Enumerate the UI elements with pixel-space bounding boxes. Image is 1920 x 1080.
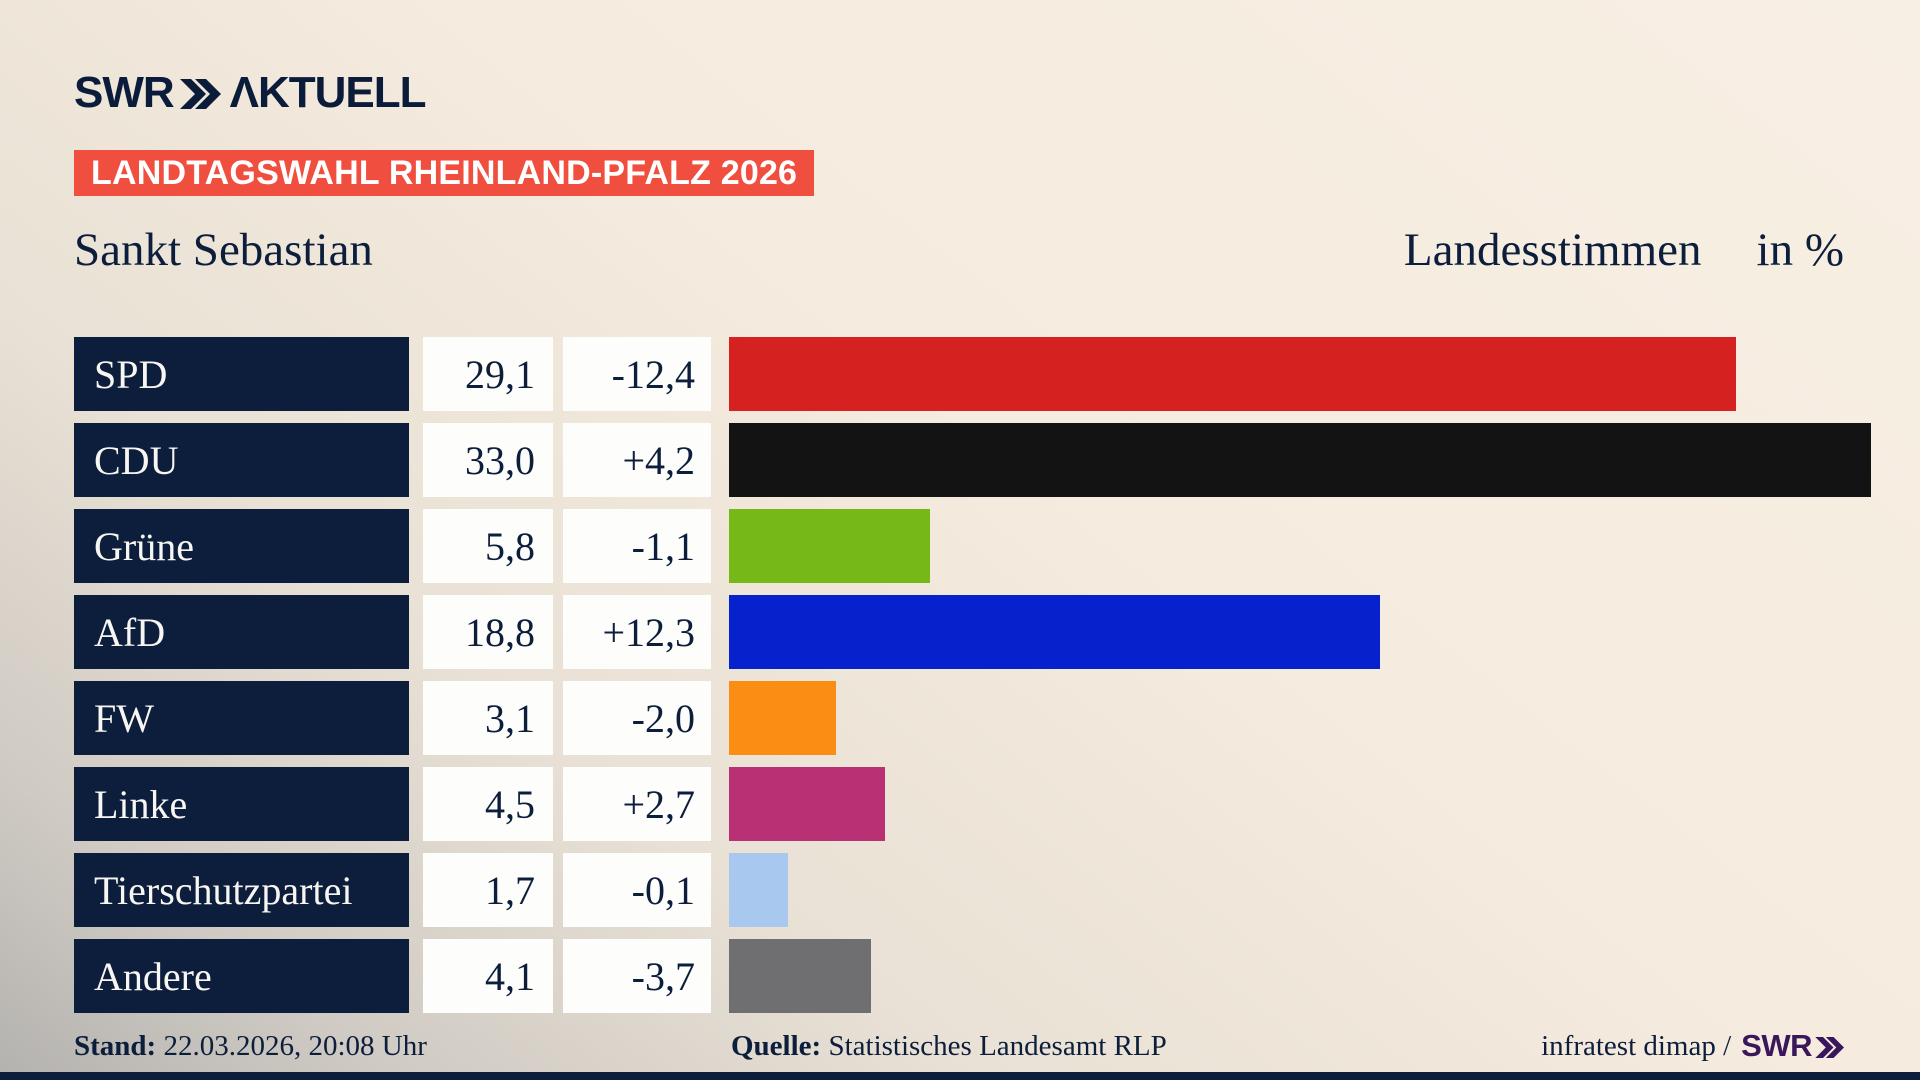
result-bar (729, 767, 885, 841)
change-cell: -3,7 (563, 939, 711, 1013)
result-bar (729, 595, 1380, 669)
value-cell: 3,1 (423, 681, 553, 755)
change-cell: -0,1 (563, 853, 711, 927)
party-label: SPD (74, 337, 409, 411)
source-info: Quelle: Statistisches Landesamt RLP (731, 1026, 1167, 1066)
unit-label: in % (1756, 224, 1844, 276)
result-bar (729, 681, 837, 755)
party-label: Tierschutzpartei (74, 853, 409, 927)
swr-logo-text: SWR (74, 68, 175, 117)
party-label: Linke (74, 767, 409, 841)
party-label: CDU (74, 423, 409, 497)
result-bar (729, 423, 1871, 497)
chart-row: Linke 4,5 +2,7 (74, 767, 1871, 841)
bar-area (729, 423, 1871, 497)
source-value: Statistisches Landesamt RLP (828, 1030, 1167, 1062)
result-bar (729, 853, 788, 927)
chart-row: AfD 18,8 +12,3 (74, 595, 1871, 669)
credit-info: infratest dimap / SWR (1541, 1026, 1845, 1066)
stand-value: 22.03.2026, 20:08 Uhr (163, 1030, 427, 1062)
change-cell: -12,4 (563, 337, 711, 411)
value-cell: 5,8 (423, 509, 553, 583)
value-cell: 18,8 (423, 595, 553, 669)
bar-area (729, 767, 1871, 841)
election-badge: LANDTAGSWAHL RHEINLAND-PFALZ 2026 (74, 150, 815, 196)
credit-text: infratest dimap / (1541, 1030, 1732, 1062)
double-chevron-icon (179, 79, 221, 109)
party-label: FW (74, 681, 409, 755)
result-bar (729, 509, 930, 583)
change-cell: +2,7 (563, 767, 711, 841)
bar-area (729, 509, 1871, 583)
bar-area (729, 337, 1871, 411)
bar-area (729, 853, 1871, 927)
value-cell: 1,7 (423, 853, 553, 927)
source-label: Quelle: (731, 1030, 822, 1062)
measure-title: Landesstimmen in % (1404, 224, 1844, 276)
stand-info: Stand: 22.03.2026, 20:08 Uhr (74, 1026, 427, 1066)
value-cell: 29,1 (423, 337, 553, 411)
footer: Stand: 22.03.2026, 20:08 Uhr Quelle: Sta… (0, 1026, 1920, 1066)
bottom-accent-bar (0, 1072, 1920, 1080)
swr-footer-logo-text: SWR (1741, 1028, 1812, 1063)
result-bar (729, 939, 871, 1013)
bar-area (729, 595, 1871, 669)
chart-row: SPD 29,1 -12,4 (74, 337, 1871, 411)
stand-label: Stand: (74, 1030, 157, 1062)
bar-area (729, 939, 1871, 1013)
region-title: Sankt Sebastian (74, 224, 373, 276)
change-cell: +4,2 (563, 423, 711, 497)
aktuell-logo-text: ΛKTUELL (229, 68, 427, 117)
chart-row: FW 3,1 -2,0 (74, 681, 1871, 755)
value-cell: 4,1 (423, 939, 553, 1013)
chart-row: Tierschutzpartei 1,7 -0,1 (74, 853, 1871, 927)
party-label: AfD (74, 595, 409, 669)
chart-row: Andere 4,1 -3,7 (74, 939, 1871, 1013)
measure-label: Landesstimmen (1403, 224, 1702, 276)
change-cell: +12,3 (563, 595, 711, 669)
chart-row: Grüne 5,8 -1,1 (74, 509, 1871, 583)
double-chevron-icon (1815, 1036, 1844, 1058)
change-cell: -1,1 (563, 509, 711, 583)
value-cell: 33,0 (423, 423, 553, 497)
chart-row: CDU 33,0 +4,2 (74, 423, 1871, 497)
value-cell: 4,5 (423, 767, 553, 841)
party-label: Andere (74, 939, 409, 1013)
results-chart: SPD 29,1 -12,4 CDU 33,0 +4,2 Grüne 5,8 -1,1 AfD 18… (74, 337, 1871, 1025)
bar-area (729, 681, 1871, 755)
result-bar (729, 337, 1737, 411)
swr-footer-logo: SWR (1741, 1026, 1845, 1066)
change-cell: -2,0 (563, 681, 711, 755)
party-label: Grüne (74, 509, 409, 583)
swr-aktuell-logo: SWR ΛKTUELL (74, 68, 427, 117)
